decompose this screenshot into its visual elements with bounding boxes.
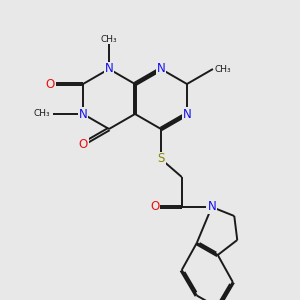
Text: CH₃: CH₃: [33, 110, 50, 118]
Text: N: N: [105, 62, 113, 76]
Text: O: O: [78, 137, 88, 151]
Text: N: N: [79, 107, 87, 121]
Text: N: N: [157, 62, 165, 76]
Text: CH₃: CH₃: [101, 34, 117, 43]
Text: N: N: [207, 200, 216, 214]
Text: S: S: [157, 152, 165, 166]
Text: O: O: [150, 200, 159, 214]
Text: CH₃: CH₃: [214, 64, 231, 74]
Text: N: N: [183, 107, 191, 121]
Text: O: O: [45, 77, 55, 91]
